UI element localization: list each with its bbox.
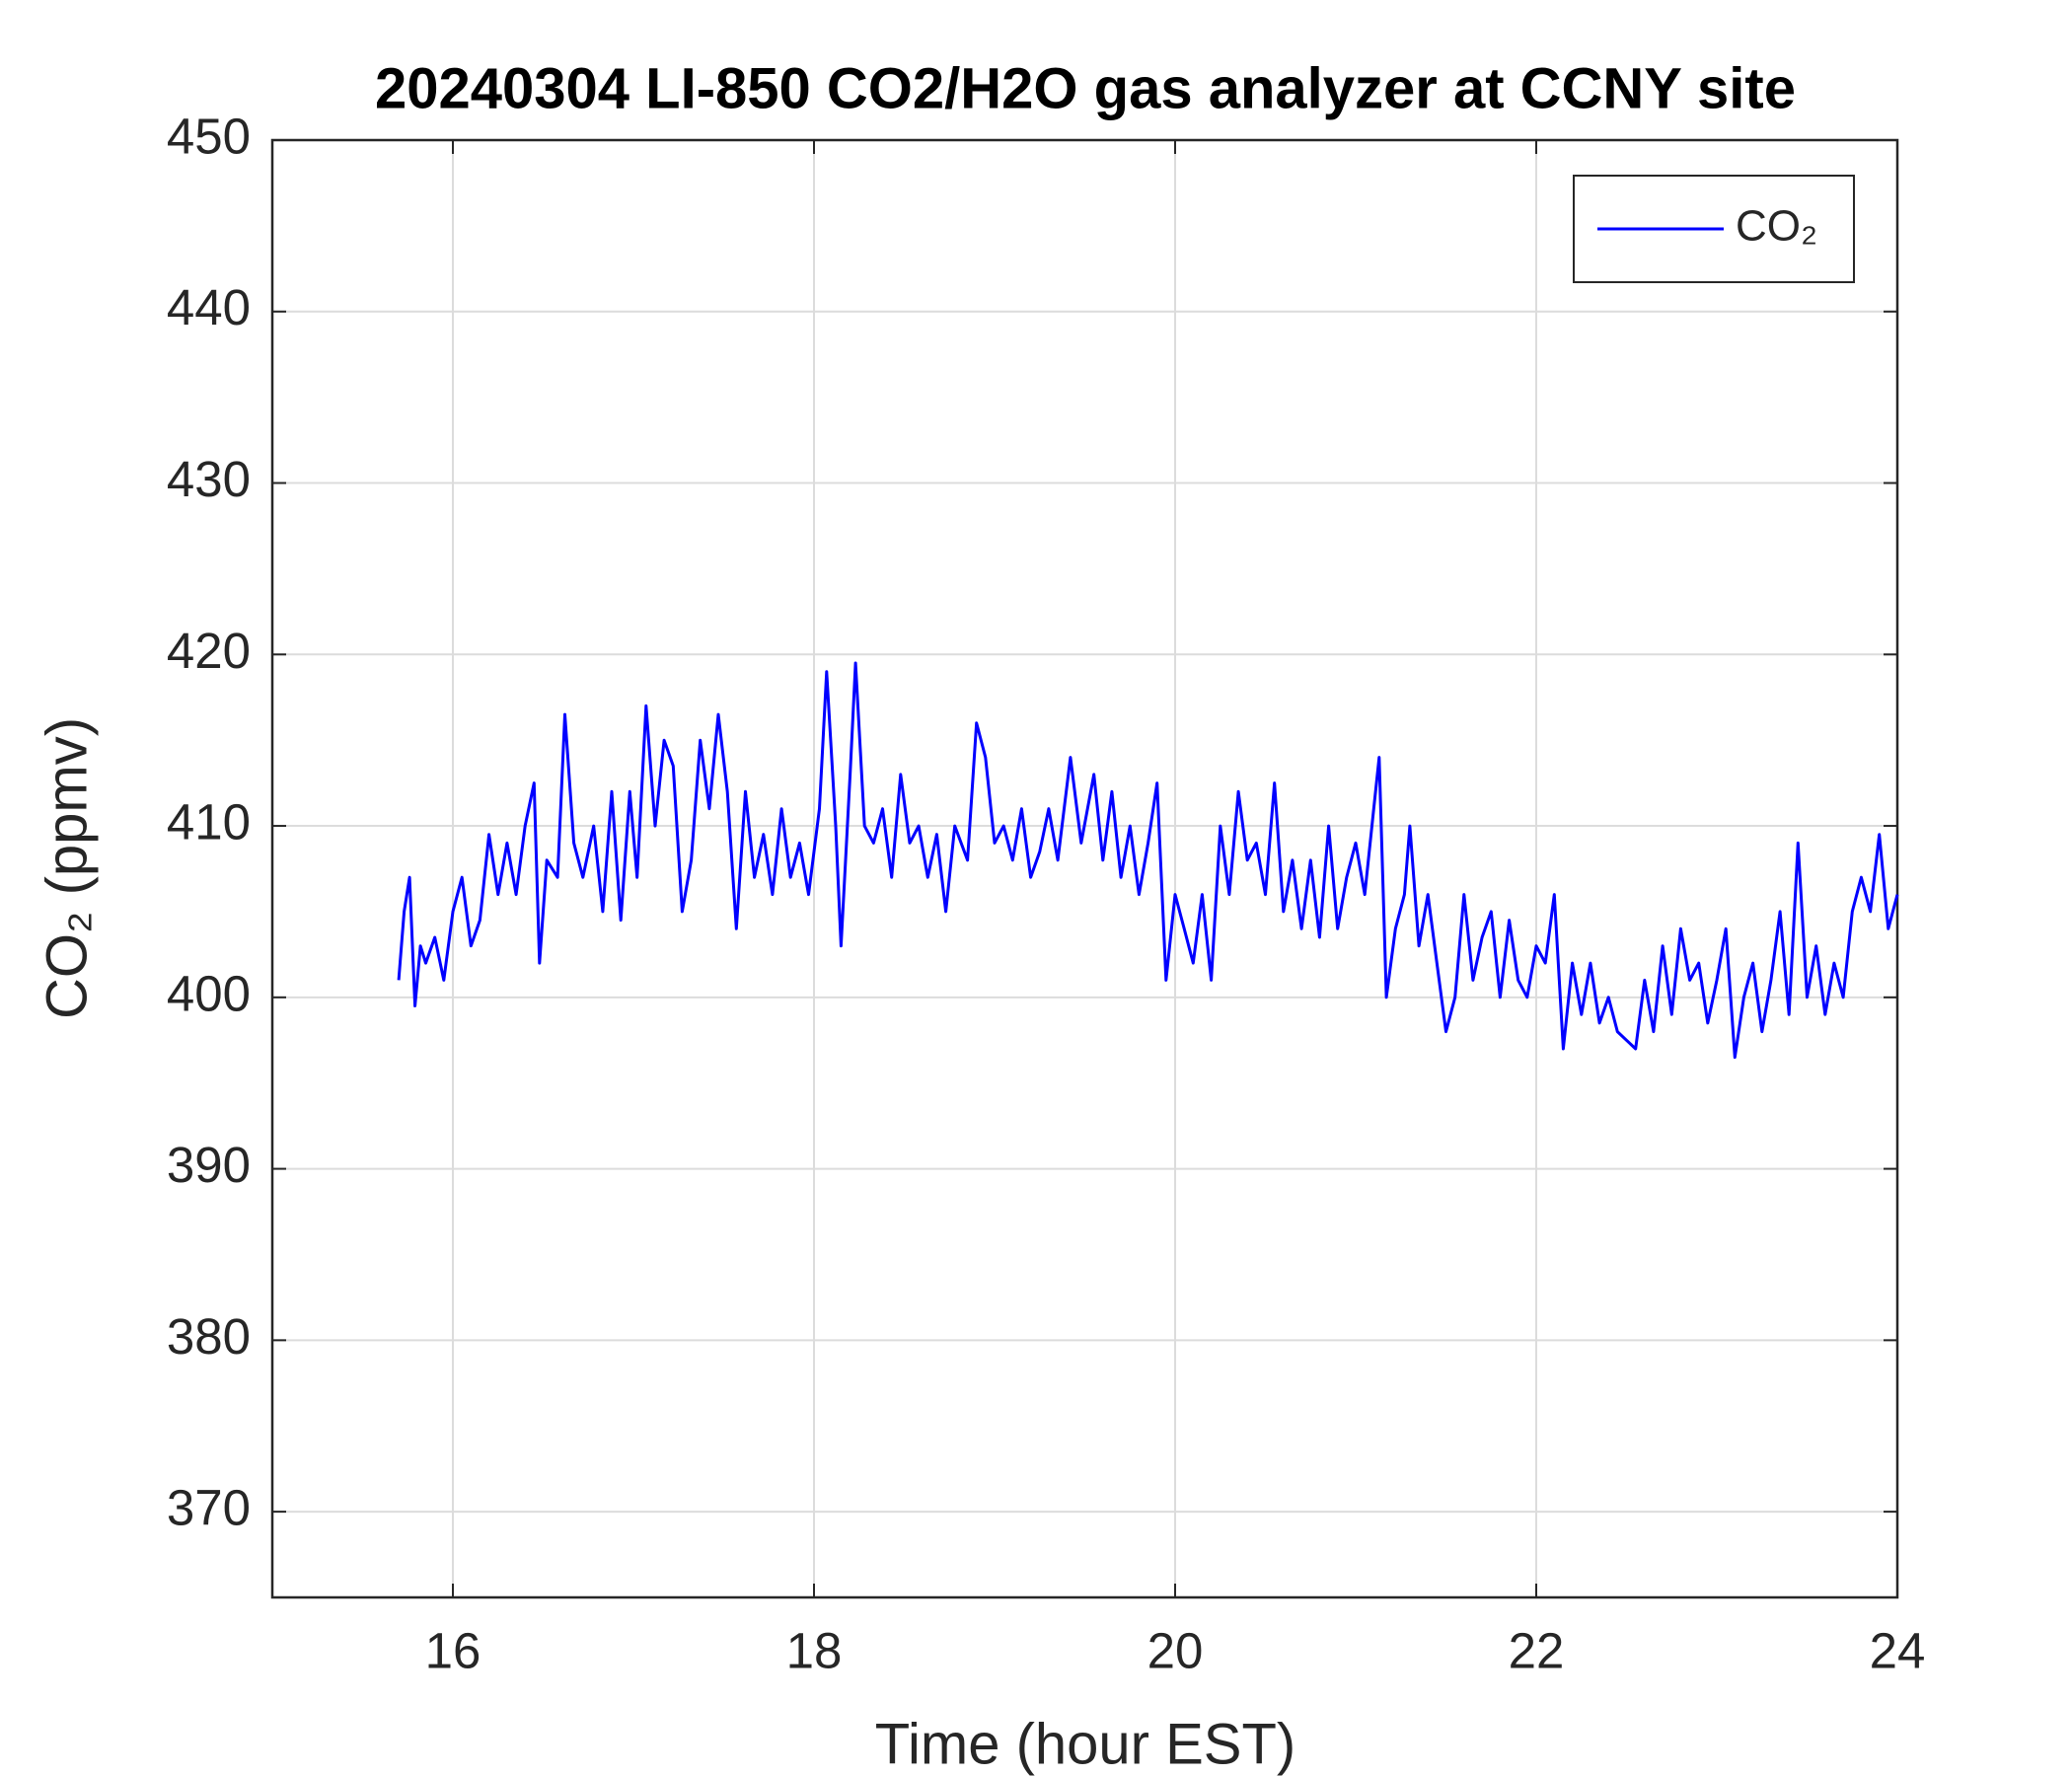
y-tick-label: 420 xyxy=(167,623,251,679)
y-tick-label: 410 xyxy=(167,794,251,851)
y-tick-label: 390 xyxy=(167,1137,251,1193)
x-axis-label: Time (hour EST) xyxy=(875,1712,1295,1776)
y-tick-label: 400 xyxy=(167,965,251,1021)
x-tick-label: 16 xyxy=(425,1622,481,1678)
data-line xyxy=(397,661,1899,1060)
y-tick-label: 430 xyxy=(167,451,251,507)
y-tick-label: 380 xyxy=(167,1308,251,1365)
y-tick-label: 440 xyxy=(167,279,251,335)
chart-title: 20240304 LI-850 CO2/H2O gas analyzer at … xyxy=(375,56,1796,120)
x-tick-label: 24 xyxy=(1870,1622,1926,1678)
y-tick-label: 450 xyxy=(167,108,251,164)
x-tick-label: 20 xyxy=(1147,1622,1204,1678)
x-tick-label: 22 xyxy=(1509,1622,1565,1678)
x-tick-label: 18 xyxy=(786,1622,843,1678)
legend-label: CO₂ xyxy=(1736,202,1817,251)
y-axis-label: CO₂ (ppmv) xyxy=(35,717,99,1019)
plot-frame xyxy=(270,138,1899,1599)
y-tick-label: 370 xyxy=(167,1480,251,1536)
